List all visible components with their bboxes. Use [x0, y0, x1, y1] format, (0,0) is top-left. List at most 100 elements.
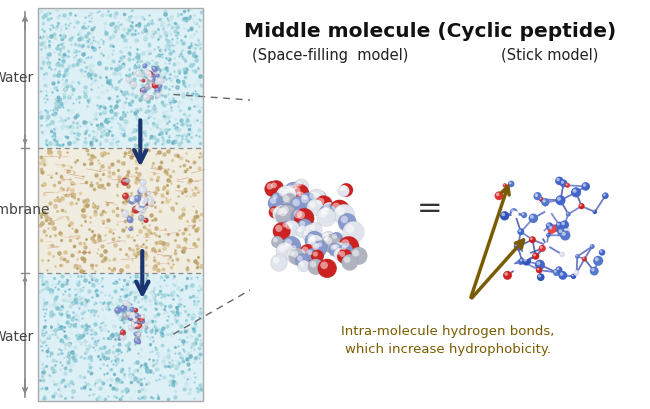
Circle shape [295, 254, 309, 267]
Circle shape [300, 262, 304, 267]
Text: (Space-filling  model): (Space-filling model) [252, 48, 408, 63]
Circle shape [311, 242, 318, 249]
Circle shape [556, 178, 560, 181]
Circle shape [148, 193, 149, 194]
Circle shape [151, 77, 153, 79]
Circle shape [141, 87, 148, 93]
Circle shape [151, 76, 155, 80]
Circle shape [142, 202, 148, 209]
Circle shape [150, 74, 153, 77]
Circle shape [136, 324, 140, 328]
Circle shape [148, 76, 153, 81]
Circle shape [333, 204, 355, 225]
Circle shape [130, 81, 136, 88]
Circle shape [275, 225, 282, 232]
Circle shape [142, 203, 145, 205]
Circle shape [135, 324, 138, 326]
Circle shape [302, 229, 314, 241]
Circle shape [122, 306, 124, 309]
Circle shape [579, 204, 582, 207]
Circle shape [157, 77, 164, 85]
Circle shape [292, 181, 304, 193]
Circle shape [534, 192, 541, 200]
Circle shape [292, 199, 300, 207]
Circle shape [559, 252, 565, 257]
Circle shape [288, 250, 294, 256]
Circle shape [352, 249, 359, 256]
Circle shape [125, 179, 127, 181]
Circle shape [135, 314, 137, 316]
Circle shape [124, 301, 126, 303]
Circle shape [339, 243, 353, 256]
Circle shape [307, 250, 313, 255]
Circle shape [509, 182, 512, 184]
Circle shape [304, 231, 309, 236]
Circle shape [318, 259, 337, 278]
Circle shape [142, 79, 145, 83]
Circle shape [292, 187, 300, 194]
Circle shape [578, 210, 580, 213]
Circle shape [532, 252, 540, 260]
Circle shape [298, 260, 309, 272]
Circle shape [128, 227, 133, 231]
Circle shape [339, 251, 345, 257]
Circle shape [286, 248, 302, 263]
Circle shape [136, 332, 140, 336]
Circle shape [543, 242, 550, 248]
Circle shape [602, 192, 608, 199]
Circle shape [138, 202, 146, 209]
Circle shape [149, 77, 155, 83]
Circle shape [324, 237, 329, 242]
Circle shape [147, 192, 151, 196]
Circle shape [522, 257, 531, 265]
Circle shape [538, 274, 541, 278]
Circle shape [138, 324, 142, 328]
Circle shape [270, 198, 276, 204]
Circle shape [129, 316, 133, 321]
Circle shape [138, 324, 140, 326]
Circle shape [535, 260, 545, 270]
Circle shape [151, 77, 153, 80]
Circle shape [136, 324, 138, 326]
Circle shape [535, 229, 545, 239]
Circle shape [536, 261, 540, 265]
Circle shape [122, 193, 129, 200]
Text: Water: Water [0, 330, 34, 344]
Circle shape [541, 198, 549, 206]
Circle shape [566, 211, 571, 217]
Circle shape [120, 333, 126, 340]
Circle shape [294, 190, 306, 201]
Circle shape [575, 254, 580, 258]
Circle shape [560, 272, 564, 276]
Circle shape [310, 261, 317, 267]
Circle shape [129, 227, 131, 229]
Circle shape [129, 198, 136, 204]
Circle shape [140, 319, 142, 321]
Circle shape [149, 77, 155, 83]
Circle shape [148, 76, 151, 79]
Circle shape [291, 245, 296, 250]
Circle shape [284, 244, 289, 249]
Circle shape [135, 326, 138, 329]
Circle shape [329, 200, 350, 220]
Circle shape [140, 207, 145, 212]
Circle shape [134, 309, 136, 310]
Circle shape [141, 315, 143, 317]
Circle shape [120, 335, 124, 337]
Circle shape [287, 184, 294, 192]
Circle shape [134, 319, 136, 321]
Circle shape [281, 193, 298, 210]
Circle shape [558, 271, 567, 280]
Circle shape [573, 189, 577, 193]
Circle shape [144, 202, 148, 206]
Circle shape [155, 90, 162, 96]
Circle shape [346, 224, 354, 233]
Circle shape [139, 206, 146, 213]
Circle shape [147, 71, 153, 77]
Circle shape [140, 187, 143, 190]
Circle shape [341, 254, 358, 270]
Circle shape [155, 87, 161, 93]
Circle shape [145, 323, 146, 324]
Circle shape [549, 226, 552, 229]
Circle shape [148, 78, 150, 79]
